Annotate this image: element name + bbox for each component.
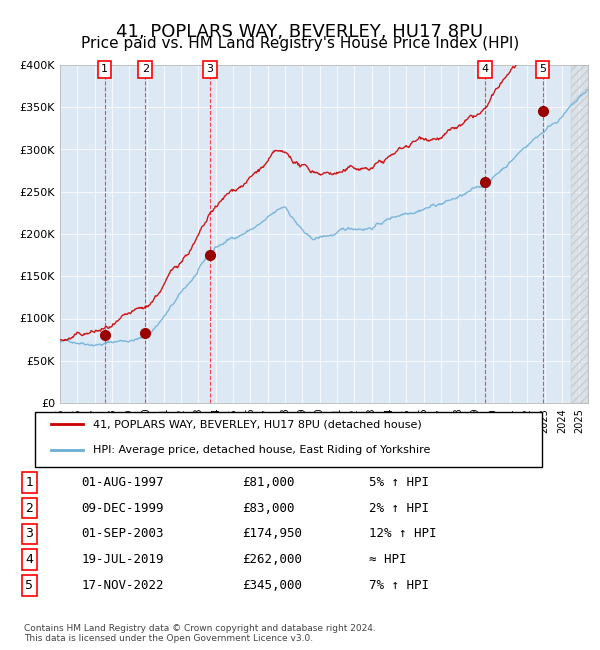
Text: £262,000: £262,000 (242, 553, 302, 566)
Text: 3: 3 (206, 64, 214, 74)
Text: ≈ HPI: ≈ HPI (369, 553, 407, 566)
Text: 09-DEC-1999: 09-DEC-1999 (81, 502, 164, 515)
Text: 1: 1 (25, 476, 33, 489)
Text: 5% ↑ HPI: 5% ↑ HPI (369, 476, 429, 489)
Text: £81,000: £81,000 (242, 476, 295, 489)
Text: £83,000: £83,000 (242, 502, 295, 515)
Text: 4: 4 (481, 64, 488, 74)
Text: £174,950: £174,950 (242, 527, 302, 540)
Text: 3: 3 (25, 527, 33, 540)
Text: 41, POPLARS WAY, BEVERLEY, HU17 8PU: 41, POPLARS WAY, BEVERLEY, HU17 8PU (116, 23, 484, 41)
FancyBboxPatch shape (35, 412, 542, 467)
Text: 5: 5 (539, 64, 546, 74)
Text: 7% ↑ HPI: 7% ↑ HPI (369, 578, 429, 592)
Text: 4: 4 (25, 553, 33, 566)
Text: 01-AUG-1997: 01-AUG-1997 (81, 476, 164, 489)
Text: 5: 5 (25, 578, 33, 592)
Text: 2% ↑ HPI: 2% ↑ HPI (369, 502, 429, 515)
Text: £345,000: £345,000 (242, 578, 302, 592)
Text: 17-NOV-2022: 17-NOV-2022 (81, 578, 164, 592)
Text: 2: 2 (25, 502, 33, 515)
Text: 41, POPLARS WAY, BEVERLEY, HU17 8PU (detached house): 41, POPLARS WAY, BEVERLEY, HU17 8PU (det… (94, 419, 422, 429)
Text: 12% ↑ HPI: 12% ↑ HPI (369, 527, 437, 540)
Text: 1: 1 (101, 64, 108, 74)
Text: 19-JUL-2019: 19-JUL-2019 (81, 553, 164, 566)
Text: Price paid vs. HM Land Registry's House Price Index (HPI): Price paid vs. HM Land Registry's House … (81, 36, 519, 51)
Text: HPI: Average price, detached house, East Riding of Yorkshire: HPI: Average price, detached house, East… (94, 445, 431, 456)
Text: 01-SEP-2003: 01-SEP-2003 (81, 527, 164, 540)
Text: 2: 2 (142, 64, 149, 74)
Text: Contains HM Land Registry data © Crown copyright and database right 2024.
This d: Contains HM Land Registry data © Crown c… (24, 624, 376, 644)
